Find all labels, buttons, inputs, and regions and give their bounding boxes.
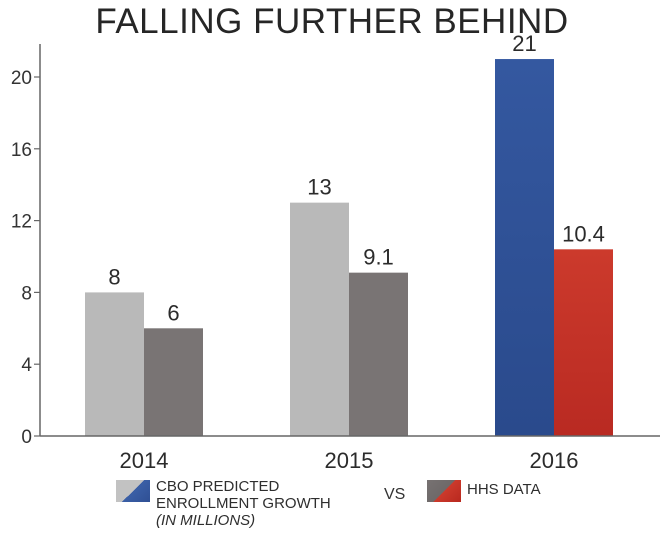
y-tick-label: 0 xyxy=(21,427,32,448)
x-tick-label: 2014 xyxy=(120,448,169,473)
y-tick-label: 8 xyxy=(21,283,32,304)
bar-value-label: 13 xyxy=(307,175,331,200)
y-tick-label: 20 xyxy=(11,68,32,89)
y-axis-ticks: 0 4 8 12 16 20 xyxy=(11,68,40,448)
x-axis-labels: 2014 2015 2016 xyxy=(120,448,579,473)
bar-2016-hhs xyxy=(554,249,613,436)
chart-title: FALLING FURTHER BEHIND xyxy=(95,2,569,41)
bar-2015-cbo xyxy=(290,202,349,436)
legend-swatch-hhs xyxy=(427,480,461,502)
bar-2014-cbo xyxy=(85,292,144,436)
bar-value-label: 21 xyxy=(512,31,536,56)
bar-value-label: 8 xyxy=(108,264,120,289)
bar-value-label: 10.4 xyxy=(562,221,605,246)
legend-cbo-note: (IN MILLIONS) xyxy=(156,512,256,529)
y-tick-label: 16 xyxy=(11,140,32,161)
bars xyxy=(85,59,613,437)
y-tick-label: 4 xyxy=(21,355,32,376)
bar-value-label: 6 xyxy=(167,300,179,325)
legend-separator: VS xyxy=(384,486,406,503)
legend-cbo-line1: CBO PREDICTED xyxy=(156,478,280,495)
legend-label-cbo: CBO PREDICTED ENROLLMENT GROWTH (IN MILL… xyxy=(156,478,386,529)
bar-2014-hhs xyxy=(144,328,203,436)
legend-swatch-cbo xyxy=(116,480,150,502)
x-tick-label: 2016 xyxy=(530,448,579,473)
bar-2015-hhs xyxy=(349,272,408,436)
x-tick-label: 2015 xyxy=(325,448,374,473)
legend-cbo-line2: ENROLLMENT GROWTH xyxy=(156,495,331,512)
bar-data-labels: 8 13 21 6 9.1 10.4 xyxy=(108,31,605,325)
y-tick-label: 12 xyxy=(11,212,32,233)
legend-label-hhs: HHS DATA xyxy=(467,481,541,498)
bar-value-label: 9.1 xyxy=(363,245,394,270)
bar-2016-cbo xyxy=(495,59,554,437)
